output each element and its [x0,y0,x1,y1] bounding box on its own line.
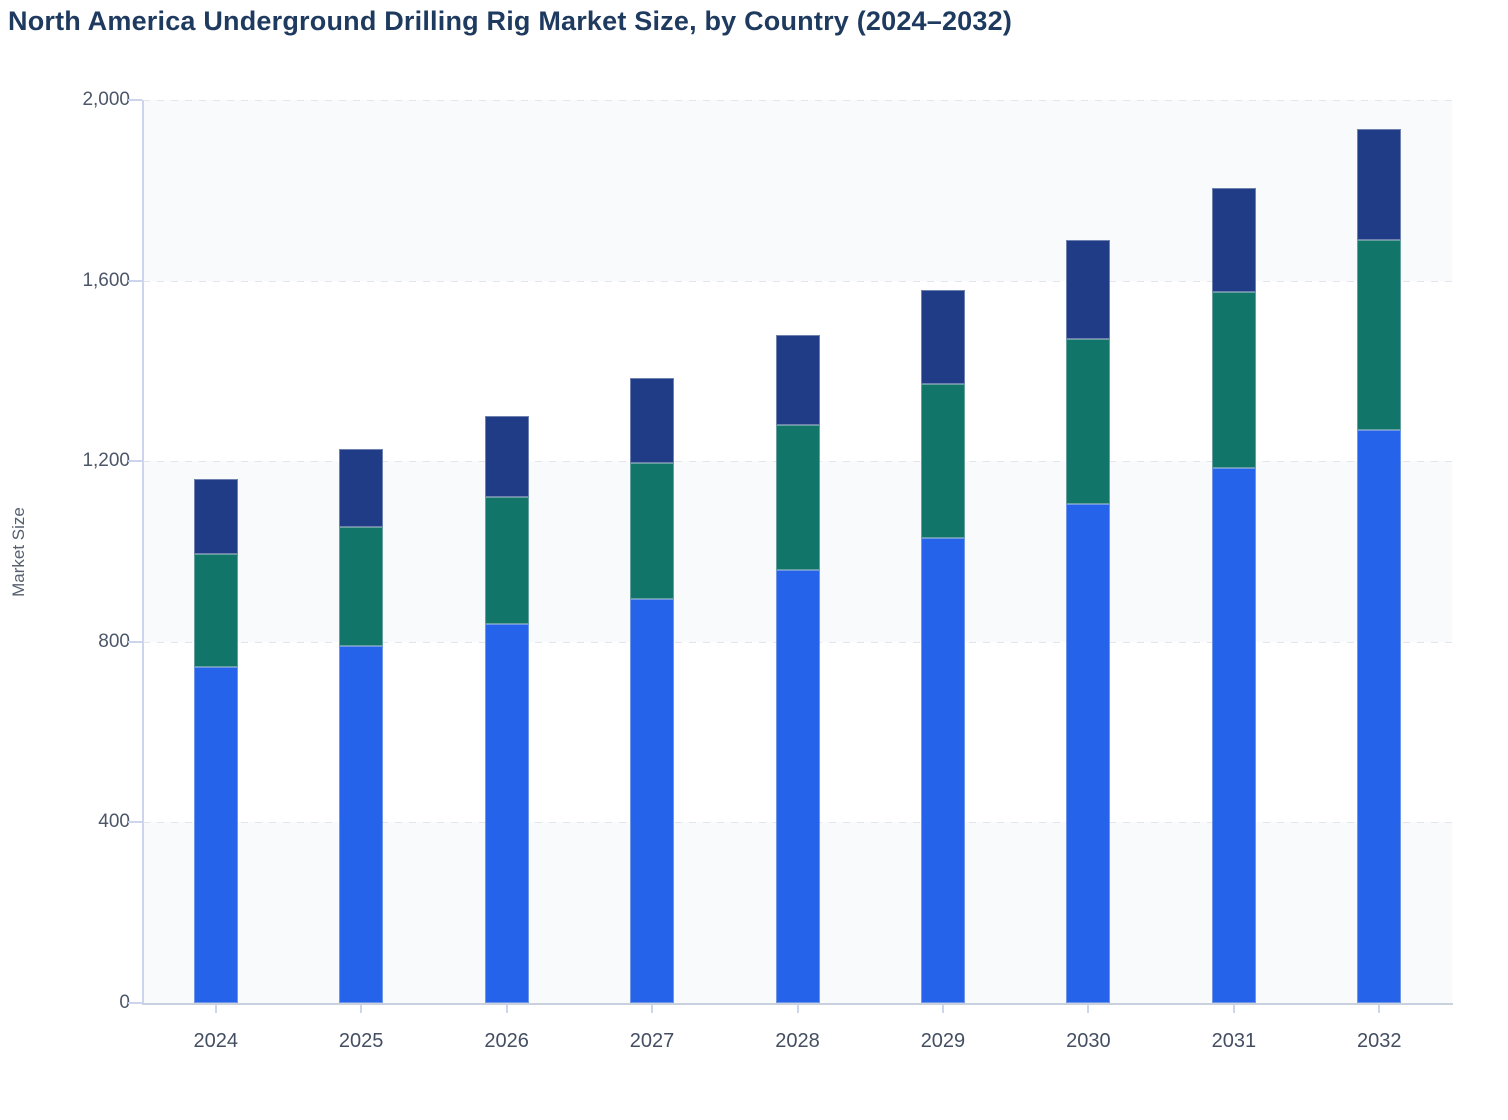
x-tick-label: 2025 [338,1030,384,1052]
x-tick-label: 2024 [193,1030,238,1052]
x-tick-mark [941,1005,944,1013]
y-axis-line [142,100,144,1004]
bar-segment-middle-teal-segment [193,553,238,667]
x-tick-label: 2031 [1211,1030,1257,1052]
bar-segment-top-navy-segment [775,334,820,426]
y-tick-label: 1,200 [82,450,130,472]
x-tick-mark [214,1005,217,1013]
y-tick-label: 400 [98,811,130,833]
x-tick-label: 2030 [1066,1030,1111,1052]
y-tick-mark [128,821,142,824]
y-tick-mark [128,1002,142,1004]
bar-segment-middle-teal-segment [630,463,675,599]
x-tick-mark [1087,1005,1090,1013]
x-tick-mark [505,1005,508,1013]
bar-segment-top-navy-segment [1066,239,1111,340]
x-tick-mark [651,1005,654,1013]
x-tick-label: 2027 [629,1030,675,1052]
y-tick-label: 1,600 [82,269,130,291]
x-tick-mark [360,1005,363,1013]
y-tick-mark [128,460,142,463]
page-title: North America Underground Drilling Rig M… [8,6,1013,36]
x-tick-mark [796,1005,799,1013]
x-tick-label: 2026 [484,1030,529,1052]
plot-area [143,100,1452,1003]
y-tick-mark [128,640,142,643]
x-axis-line [142,1003,1453,1005]
bar-segment-bottom-blue-segment [1357,429,1402,1003]
x-tick-label: 2029 [920,1030,966,1052]
bar-segment-bottom-blue-segment [1211,467,1256,1003]
x-tick-mark [1232,1005,1235,1013]
x-tick-label: 2028 [775,1030,820,1052]
bar-segment-bottom-blue-segment [1066,504,1111,1003]
x-tick-label: 2032 [1357,1030,1402,1052]
y-tick-label: 2,000 [82,89,130,110]
bar-segment-top-navy-segment [193,479,238,554]
bar-segment-top-navy-segment [920,289,965,385]
y-axis-title: Market Size [9,507,28,597]
bar-segment-middle-teal-segment [775,425,820,570]
gridline [143,100,1452,101]
bar-segment-middle-teal-segment [339,526,384,647]
bar-segment-bottom-blue-segment [775,569,820,1003]
bar-segment-bottom-blue-segment [339,646,384,1003]
y-tick-label: 0 [119,992,130,1013]
bar-segment-bottom-blue-segment [920,537,965,1003]
bar-segment-middle-teal-segment [1357,239,1402,430]
bar-segment-top-navy-segment [1357,129,1402,240]
y-tick-mark [128,279,142,282]
bar-segment-middle-teal-segment [920,384,965,538]
bar-segment-top-navy-segment [339,448,384,527]
bar-segment-top-navy-segment [484,416,529,498]
bar-segment-middle-teal-segment [1066,339,1111,505]
bar-segment-top-navy-segment [1211,188,1256,292]
bar-segment-top-navy-segment [630,377,675,464]
bar-segment-bottom-blue-segment [484,623,529,1003]
bar-segment-middle-teal-segment [1211,291,1256,468]
gridline [143,280,1452,282]
y-tick-label: 800 [98,630,130,652]
x-tick-mark [1378,1005,1381,1013]
bar-segment-bottom-blue-segment [193,666,238,1003]
y-tick-mark [128,99,142,101]
bar-segment-bottom-blue-segment [630,598,675,1003]
bar-segment-middle-teal-segment [484,497,529,624]
